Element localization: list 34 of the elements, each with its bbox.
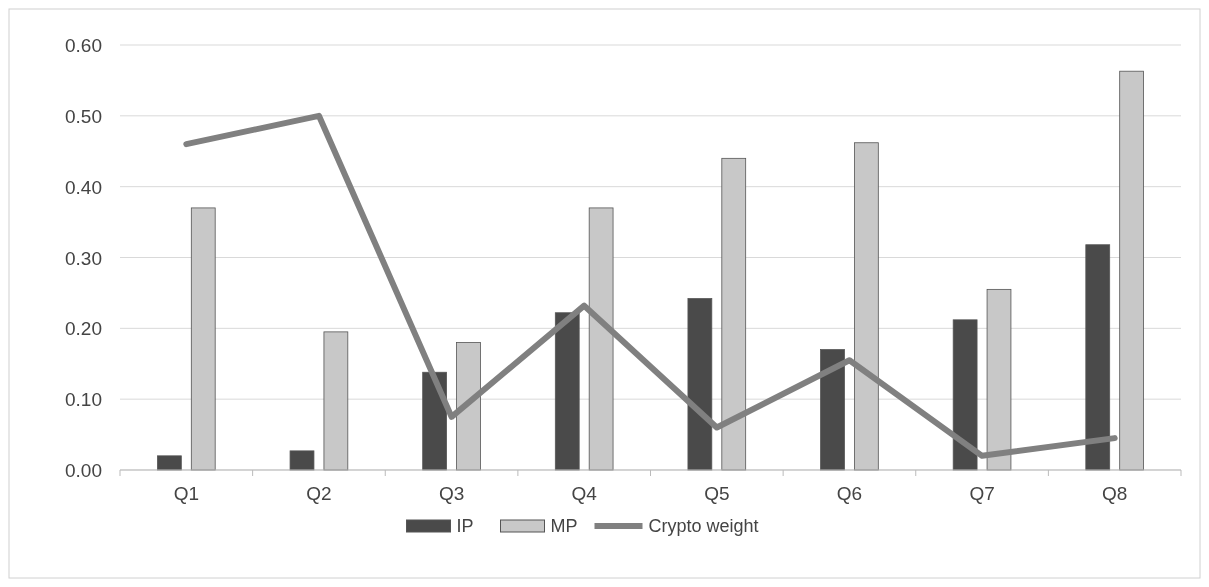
bar [456,342,481,471]
bar [323,331,349,471]
y-tick-label: 0.20 [65,318,102,340]
bar [554,312,580,471]
bar [687,298,713,471]
y-tick-label: 0.60 [65,35,102,56]
legend-label: MP [550,516,578,536]
legend-label: Crypto weight [648,516,759,536]
bar [190,207,216,471]
x-tick-label: Q8 [1102,483,1128,504]
y-tick-label: 0.00 [65,460,102,481]
bar [986,288,1012,471]
x-tick-label: Q1 [173,483,199,504]
x-tick-label: Q4 [571,483,598,504]
x-tick-label: Q6 [836,483,863,504]
bar [289,450,315,471]
y-tick-label: 0.30 [65,247,102,269]
y-tick-label: 0.50 [65,105,102,127]
bar [820,349,845,471]
y-tick-label: 0.40 [65,176,102,198]
bar [157,455,182,471]
bar [1085,244,1111,471]
bar [1119,70,1144,471]
y-tick-label: 0.10 [65,389,102,411]
bar [588,207,614,471]
legend-label: IP [456,516,474,536]
x-tick-label: Q5 [704,483,730,504]
bar [422,371,447,471]
x-tick-label: Q3 [438,483,465,504]
bar [721,157,747,471]
bar [952,319,978,471]
x-tick-label: Q2 [306,483,332,504]
bar [854,142,879,471]
x-tick-label: Q7 [969,483,995,504]
